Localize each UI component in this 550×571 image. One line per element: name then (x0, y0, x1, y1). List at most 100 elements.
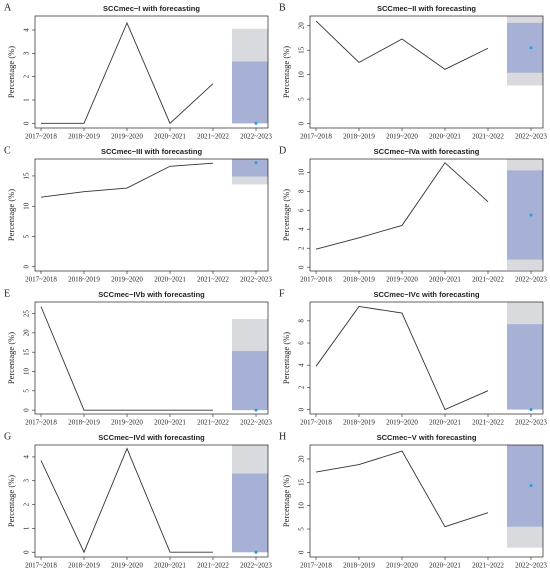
forecast-point (529, 213, 533, 217)
y-tick-label: 10 (298, 168, 306, 176)
data-line (41, 21, 214, 125)
x-tick-label: 2022~2023 (240, 133, 272, 141)
plot-frame (309, 301, 544, 415)
y-tick-label: 2 (298, 246, 306, 250)
x-tick-label: 2018~2019 (68, 419, 100, 427)
y-tick-label: 4 (298, 227, 306, 231)
x-tick-label: 2018~2019 (343, 133, 375, 141)
y-axis-label: Percentage (%) (281, 332, 291, 384)
data-line (40, 447, 213, 554)
x-tick-label: 2021~2022 (197, 276, 229, 284)
y-axis-label: Percentage (%) (6, 46, 16, 98)
x-tick-label: 2019~2020 (386, 419, 418, 427)
y-tick-label: 5 (23, 389, 31, 393)
panel-letter: D (279, 145, 286, 156)
x-tick-label: 2018~2019 (68, 133, 100, 141)
x-tick-label: 2020~2021 (154, 419, 186, 427)
x-tick-label: 2022~2023 (240, 419, 272, 427)
y-tick-label: 0 (298, 265, 306, 269)
x-tick-label: 2019~2020 (111, 419, 143, 427)
y-tick-label: 0 (298, 121, 306, 125)
forecast-band-inner (507, 445, 543, 527)
x-tick-label: 2020~2021 (429, 562, 461, 570)
y-tick-label: 15 (23, 172, 31, 180)
plot-frame (34, 444, 269, 558)
chart-title: SCCmec−III with forecasting (101, 147, 202, 156)
y-tick-label: 0 (23, 408, 31, 412)
y-axis-label: Percentage (%) (6, 189, 16, 241)
x-tick-label: 2018~2019 (68, 562, 100, 570)
x-tick-label: 2021~2022 (197, 419, 229, 427)
y-tick-label: 0 (23, 265, 31, 269)
x-tick-label: 2019~2020 (111, 562, 143, 570)
panel-letter: G (4, 431, 11, 442)
forecast-point (529, 46, 533, 50)
y-tick-label: 5 (23, 234, 31, 238)
y-axis-label: Percentage (%) (6, 332, 16, 384)
data-line (40, 162, 214, 198)
plot-frame (34, 15, 269, 129)
data-line (40, 306, 213, 411)
data-line (315, 162, 489, 250)
y-tick-label: 20 (23, 329, 31, 337)
x-tick-label: 2019~2020 (386, 133, 418, 141)
forecast-band-inner (507, 22, 543, 73)
y-tick-label: 8 (298, 189, 306, 193)
y-tick-label: 15 (298, 478, 306, 486)
y-tick-label: 0 (23, 550, 31, 554)
plot-frame (34, 158, 269, 272)
panel-letter: E (4, 288, 10, 299)
x-tick-label: 2022~2023 (240, 562, 272, 570)
x-tick-label: 2017~2018 (25, 133, 57, 141)
panel-letter: B (279, 2, 286, 13)
x-tick-label: 2017~2018 (300, 562, 332, 570)
y-axis-label: Percentage (%) (281, 189, 291, 241)
forecast-point (254, 550, 258, 554)
forecast-band-inner (232, 473, 268, 553)
x-tick-label: 2021~2022 (472, 276, 504, 284)
y-tick-label: 0 (298, 550, 306, 554)
x-tick-label: 2019~2020 (386, 562, 418, 570)
plot-frame (309, 444, 544, 558)
y-tick-label: 5 (298, 527, 306, 531)
forecast-point (254, 161, 258, 165)
x-tick-label: 2021~2022 (197, 133, 229, 141)
plot-frame (309, 15, 544, 129)
x-tick-label: 2022~2023 (515, 562, 547, 570)
panel-letter: C (4, 145, 11, 156)
x-tick-label: 2017~2018 (300, 276, 332, 284)
x-tick-label: 2022~2023 (515, 133, 547, 141)
y-tick-label: 0 (23, 121, 31, 125)
x-tick-label: 2018~2019 (343, 562, 375, 570)
y-tick-label: 20 (298, 455, 306, 463)
y-tick-label: 4 (23, 455, 31, 459)
plot-frame (34, 301, 269, 415)
chart-title: SCCmec−IVd with forecasting (98, 433, 205, 442)
x-tick-label: 2018~2019 (343, 276, 375, 284)
x-tick-label: 2017~2018 (25, 276, 57, 284)
y-tick-label: 10 (298, 502, 306, 510)
x-tick-label: 2017~2018 (300, 133, 332, 141)
x-tick-label: 2022~2023 (240, 276, 272, 284)
y-axis-label: Percentage (%) (281, 46, 291, 98)
y-axis-label: Percentage (%) (281, 475, 291, 527)
forecast-point (254, 408, 258, 412)
y-tick-label: 1 (23, 526, 31, 530)
y-tick-label: 20 (298, 22, 306, 30)
panel-letter: F (279, 288, 285, 299)
y-tick-label: 15 (298, 46, 306, 54)
chart-title: SCCmec−IVc with forecasting (373, 290, 479, 299)
x-tick-label: 2018~2019 (343, 419, 375, 427)
x-tick-label: 2021~2022 (472, 419, 504, 427)
x-tick-label: 2019~2020 (111, 133, 143, 141)
forecast-point (254, 121, 258, 125)
x-tick-label: 2022~2023 (515, 419, 547, 427)
y-tick-label: 15 (23, 348, 31, 356)
x-tick-label: 2018~2019 (68, 276, 100, 284)
y-axis-label: Percentage (%) (6, 475, 16, 527)
plot-frame (309, 158, 544, 272)
y-tick-label: 1 (23, 98, 31, 102)
y-tick-label: 6 (298, 208, 306, 212)
data-line (315, 20, 489, 70)
panel-letter: H (279, 431, 286, 442)
